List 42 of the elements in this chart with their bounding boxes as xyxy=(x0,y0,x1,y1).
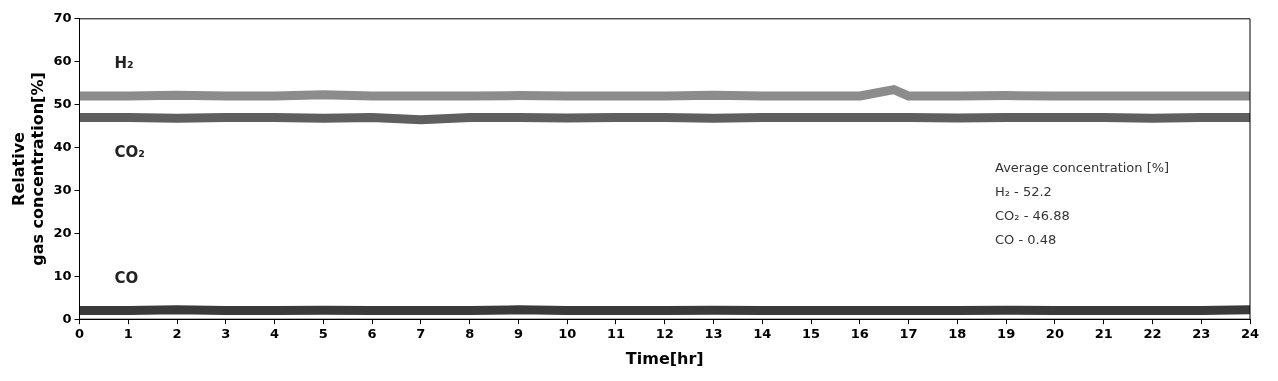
x-tick-label: 5 xyxy=(318,326,328,342)
x-tick-label: 2 xyxy=(172,326,182,342)
x-tick-label: 17 xyxy=(899,326,918,342)
y-tick-label: 30 xyxy=(53,181,72,197)
series-label: CO₂ xyxy=(114,143,145,162)
x-tick-label: 4 xyxy=(270,326,280,342)
series-label: H₂ xyxy=(114,53,134,72)
annotation: CO₂ - 46.88 xyxy=(995,208,1070,224)
y-tick-label: 60 xyxy=(53,53,72,69)
x-tick-label: 20 xyxy=(1045,326,1064,342)
x-tick-label: 18 xyxy=(948,326,967,342)
x-tick-label: 12 xyxy=(655,326,674,342)
x-tick-label: 24 xyxy=(1240,326,1260,342)
y-tick-label: 50 xyxy=(53,96,72,111)
y-tick-label: 40 xyxy=(53,138,72,154)
annotation: CO - 0.48 xyxy=(995,232,1057,248)
y-tick-label: 20 xyxy=(53,224,72,240)
y-axis-title: Relative gas concentration[%] xyxy=(8,72,47,266)
x-tick-label: 1 xyxy=(123,326,133,342)
x-tick-label: 13 xyxy=(704,326,723,342)
x-tick-label: 15 xyxy=(802,326,821,342)
x-tick-label: 6 xyxy=(367,326,377,342)
y-tick-label: 10 xyxy=(53,267,72,283)
y-tick-label: 0 xyxy=(62,310,72,326)
annotation: H₂ - 52.2 xyxy=(995,184,1052,200)
annotation: Average concentration [%] xyxy=(995,160,1170,176)
x-tick-label: 23 xyxy=(1192,326,1211,342)
series-label: CO xyxy=(114,268,139,287)
x-tick-label: 21 xyxy=(1094,326,1113,342)
x-axis-title: Time[hr] xyxy=(625,348,704,368)
y-tick-label: 70 xyxy=(53,10,72,26)
x-tick-label: 0 xyxy=(74,326,85,342)
x-tick-label: 7 xyxy=(416,326,426,342)
x-tick-label: 14 xyxy=(753,326,772,342)
x-tick-label: 22 xyxy=(1143,326,1162,342)
x-tick-label: 9 xyxy=(513,326,523,342)
x-tick-label: 3 xyxy=(221,326,231,342)
x-tick-label: 8 xyxy=(465,326,475,342)
x-tick-label: 11 xyxy=(606,326,626,342)
x-tick-label: 10 xyxy=(558,326,577,342)
x-tick-label: 16 xyxy=(850,326,869,342)
x-tick-label: 19 xyxy=(997,326,1016,342)
